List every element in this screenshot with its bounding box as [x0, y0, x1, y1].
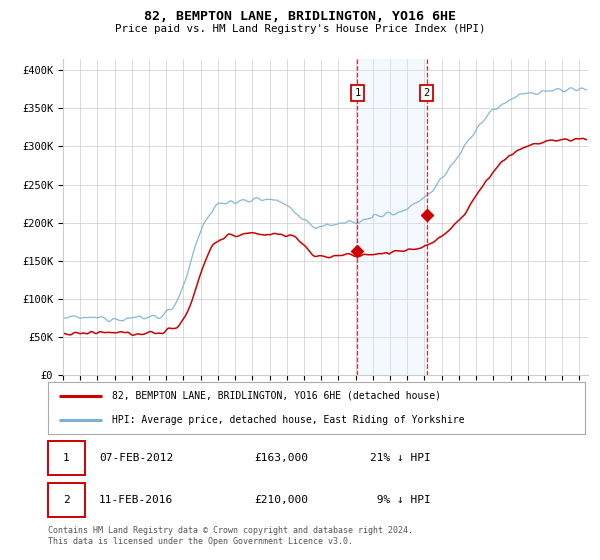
Text: 82, BEMPTON LANE, BRIDLINGTON, YO16 6HE (detached house): 82, BEMPTON LANE, BRIDLINGTON, YO16 6HE … — [112, 391, 442, 401]
Text: Price paid vs. HM Land Registry's House Price Index (HPI): Price paid vs. HM Land Registry's House … — [115, 24, 485, 34]
Text: 2: 2 — [424, 88, 430, 98]
Text: 21% ↓ HPI: 21% ↓ HPI — [370, 453, 431, 463]
Text: 9% ↓ HPI: 9% ↓ HPI — [370, 495, 431, 505]
Text: HPI: Average price, detached house, East Riding of Yorkshire: HPI: Average price, detached house, East… — [112, 415, 465, 425]
Text: £163,000: £163,000 — [255, 453, 309, 463]
Text: 2: 2 — [63, 495, 70, 505]
FancyBboxPatch shape — [48, 483, 85, 517]
Text: 11-FEB-2016: 11-FEB-2016 — [99, 495, 173, 505]
FancyBboxPatch shape — [48, 441, 85, 475]
Text: 1: 1 — [354, 88, 361, 98]
Text: 82, BEMPTON LANE, BRIDLINGTON, YO16 6HE: 82, BEMPTON LANE, BRIDLINGTON, YO16 6HE — [144, 10, 456, 23]
Bar — [358, 59, 427, 375]
Text: £210,000: £210,000 — [255, 495, 309, 505]
Text: 1: 1 — [63, 453, 70, 463]
Text: 07-FEB-2012: 07-FEB-2012 — [99, 453, 173, 463]
Text: Contains HM Land Registry data © Crown copyright and database right 2024.
This d: Contains HM Land Registry data © Crown c… — [48, 526, 413, 546]
